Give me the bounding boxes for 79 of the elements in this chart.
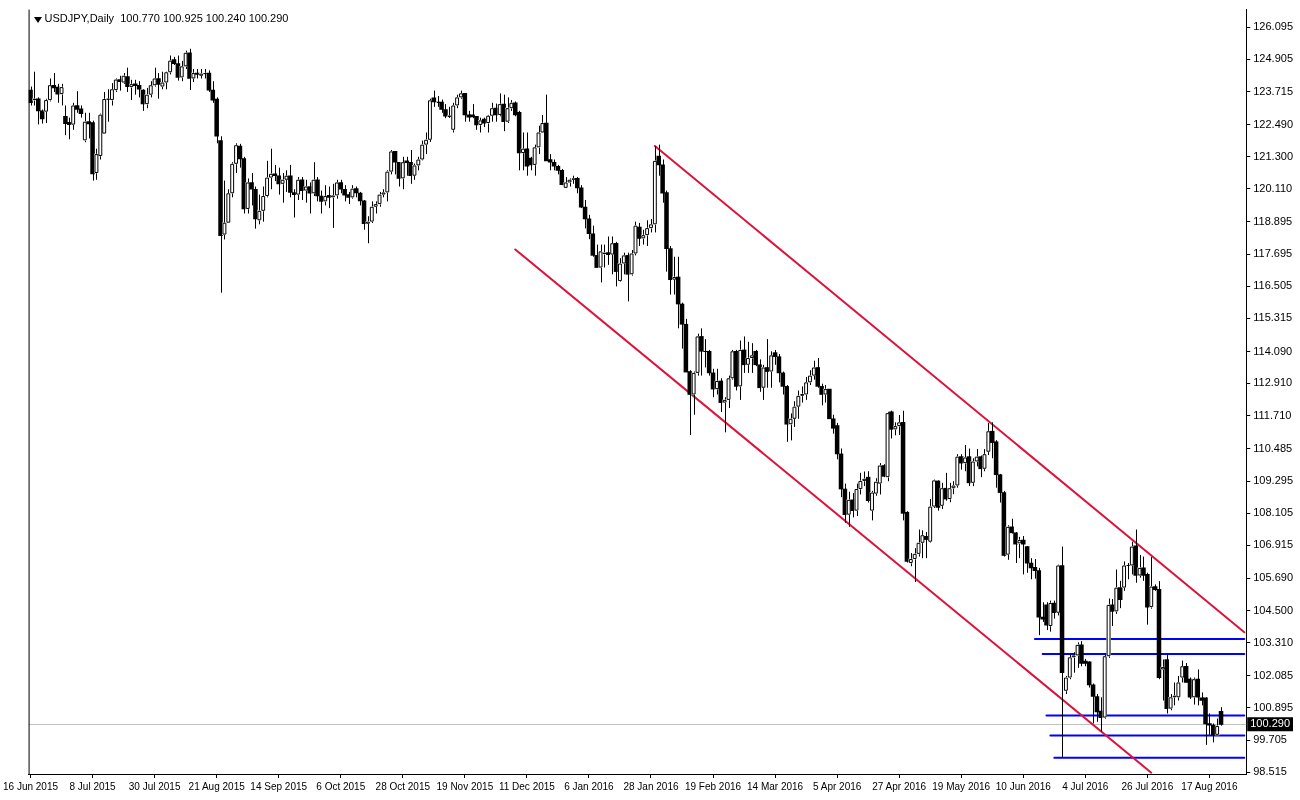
y-tick-label: 115.315: [1253, 311, 1293, 324]
candlestick: [326, 186, 332, 209]
x-tick-label: 19 May 2016: [932, 780, 991, 792]
candlestick: [745, 341, 751, 374]
candlestick: [606, 235, 611, 266]
ref-line-label: 100.290: [1250, 717, 1290, 730]
candlestick: [803, 376, 809, 401]
x-tick-label: 28 Jan 2016: [623, 780, 679, 792]
x-tick-label: 10 Jun 2016: [995, 780, 1052, 792]
x-tick-label: 19 Nov 2015: [436, 780, 494, 792]
candlestick: [303, 179, 309, 204]
y-tick-label: 122.490: [1253, 117, 1293, 130]
candlestick: [1048, 600, 1053, 633]
x-tick-label: 16 Jun 2015: [3, 780, 59, 792]
y-tick-label: 124.905: [1253, 52, 1293, 65]
x-tick-label: 27 Apr 2016: [872, 780, 927, 792]
y-tick-label: 110.485: [1253, 441, 1293, 454]
x-tick-label: 14 Mar 2016: [747, 780, 804, 792]
x-tick-label: 26 Jul 2016: [1121, 780, 1174, 792]
x-tick-label: 4 Jul 2016: [1062, 780, 1109, 792]
candlestick: [970, 457, 976, 487]
candlestick: [602, 244, 607, 269]
y-tick-label: 108.105: [1253, 506, 1293, 519]
candlestick: [144, 87, 150, 109]
x-tick-label: 30 Jul 2015: [128, 780, 181, 792]
candlestick: [392, 150, 398, 175]
y-tick-label: 109.295: [1253, 474, 1293, 487]
candlestick: [63, 104, 68, 136]
y-tick-label: 105.690: [1253, 571, 1293, 584]
candlestick: [400, 156, 406, 190]
x-tick-label: 11 Dec 2015: [498, 780, 556, 792]
y-tick-label: 114.090: [1253, 344, 1293, 357]
candlestick: [280, 172, 285, 204]
candlestick: [276, 167, 281, 196]
candlestick: [1017, 536, 1022, 559]
candlestick: [1172, 681, 1177, 706]
y-tick-label: 117.695: [1253, 247, 1293, 260]
x-tick-label: 6 Oct 2015: [316, 780, 366, 792]
x-tick-label: 6 Jan 2016: [564, 780, 615, 792]
y-tick-label: 118.895: [1253, 214, 1293, 227]
y-tick-label: 120.110: [1253, 181, 1293, 194]
candlestick: [59, 83, 64, 106]
x-tick-label: 14 Sep 2015: [250, 780, 308, 792]
x-tick-label: 19 Feb 2016: [684, 780, 742, 792]
y-tick-label: 112.910: [1253, 376, 1293, 389]
candlestick: [489, 102, 495, 123]
candlestick: [846, 491, 852, 528]
y-tick-label: 106.915: [1253, 538, 1293, 551]
y-tick-label: 98.515: [1253, 765, 1287, 778]
candlestick: [82, 112, 88, 143]
x-tick-label: 28 Oct 2015: [375, 780, 431, 792]
candlestick: [299, 176, 305, 201]
candlestick: [330, 183, 336, 229]
x-tick-label: 17 Aug 2016: [1181, 780, 1238, 792]
candlestick: [1191, 677, 1197, 706]
candlestick: [1075, 641, 1080, 669]
candlestick: [609, 235, 615, 275]
candlestick: [920, 529, 925, 559]
y-tick-label: 126.095: [1253, 20, 1293, 33]
candlestick: [737, 339, 743, 401]
candlestick: [1020, 535, 1026, 575]
candlestick: [598, 244, 603, 283]
x-tick-label: 5 Apr 2016: [812, 780, 862, 792]
y-tick-label: 104.500: [1253, 603, 1293, 616]
y-tick-label: 111.710: [1253, 408, 1292, 421]
x-tick-label: 21 Aug 2015: [188, 780, 246, 792]
candlestick: [1218, 706, 1224, 727]
y-tick-label: 102.085: [1253, 668, 1293, 681]
y-tick-label: 121.300: [1253, 149, 1293, 162]
y-tick-label: 123.715: [1253, 84, 1293, 97]
candlestick: [939, 482, 945, 510]
candlestick: [1129, 541, 1135, 575]
y-tick-label: 116.505: [1253, 279, 1293, 292]
candlestick: [322, 184, 328, 206]
y-tick-label: 103.310: [1253, 635, 1293, 648]
x-tick-label: 8 Jul 2015: [69, 780, 117, 792]
y-tick-label: 100.895: [1253, 700, 1293, 713]
chart-title: USDJPY,Daily 100.770 100.925 100.240 100.290: [44, 12, 289, 25]
y-tick-label: 99.705: [1253, 733, 1287, 746]
